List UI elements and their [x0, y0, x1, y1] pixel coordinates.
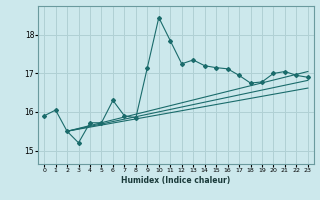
X-axis label: Humidex (Indice chaleur): Humidex (Indice chaleur) — [121, 176, 231, 185]
